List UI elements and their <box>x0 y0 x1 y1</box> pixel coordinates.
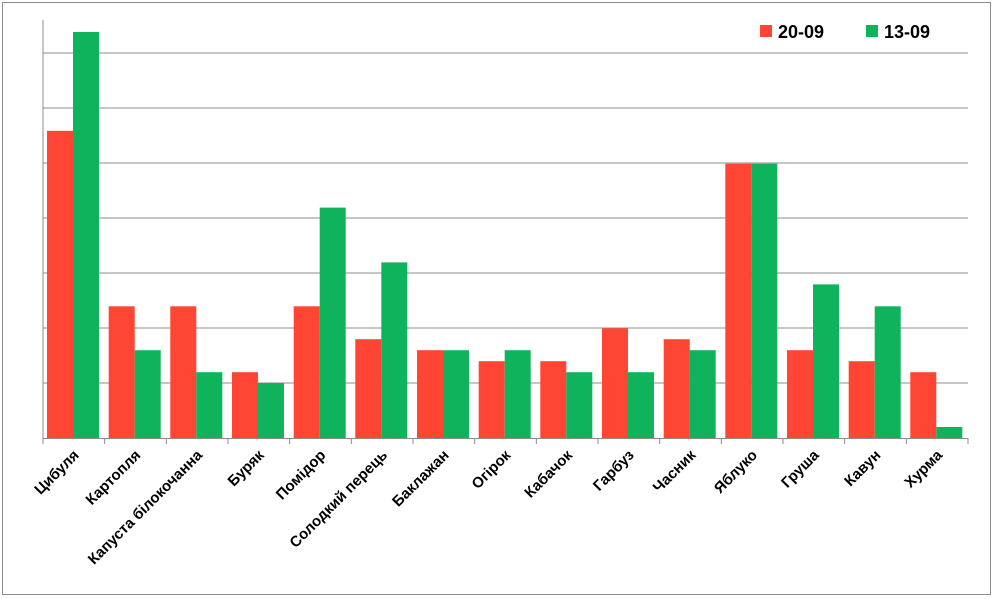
bar-20-09-6 <box>417 350 443 438</box>
x-tick-label: Огірок <box>468 446 514 492</box>
bar-20-09-12 <box>787 350 813 438</box>
x-tick-label: Яблуко <box>711 447 761 497</box>
x-tick-label: Картопля <box>83 447 145 509</box>
bar-13-09-7 <box>504 350 531 438</box>
x-tick-label: Кавун <box>841 447 884 490</box>
x-tick-label: Груша <box>778 446 823 491</box>
bar-13-09-14 <box>936 427 963 438</box>
legend-label: 20-09 <box>778 22 824 42</box>
bar-13-09-2 <box>196 372 223 438</box>
x-tick-label: Цибуля <box>31 447 82 498</box>
legend-label: 13-09 <box>884 22 930 42</box>
bar-13-09-8 <box>566 372 593 438</box>
bar-20-09-4 <box>293 306 320 438</box>
x-tick-label: Баклажан <box>389 447 453 511</box>
bar-20-09-10 <box>663 339 690 438</box>
bar-13-09-5 <box>381 262 408 438</box>
bar-13-09-9 <box>628 372 654 438</box>
bar-13-09-6 <box>443 350 469 438</box>
bar-13-09-10 <box>689 350 716 438</box>
bar-13-09-1 <box>134 350 161 438</box>
x-tick-label: Помідор <box>273 447 329 503</box>
x-tick-label: Кабачок <box>521 446 576 501</box>
bar-13-09-4 <box>319 207 346 438</box>
bar-13-09-12 <box>813 284 839 438</box>
x-tick-label: Буряк <box>225 446 268 489</box>
bar-20-09-8 <box>540 361 567 438</box>
x-tick-label: Хурма <box>901 446 946 491</box>
bar-20-09-2 <box>170 306 197 438</box>
bar-13-09-11 <box>751 163 778 438</box>
bar-20-09-0 <box>47 130 73 439</box>
legend-swatch <box>866 25 878 37</box>
x-tick-label: Гарбуз <box>590 447 638 495</box>
bar-20-09-1 <box>108 306 135 438</box>
bar-20-09-11 <box>725 163 752 438</box>
bar-13-09-13 <box>874 306 901 438</box>
bar-20-09-13 <box>848 361 875 438</box>
bar-20-09-5 <box>355 339 382 438</box>
legend: 20-09 13-09 <box>760 22 930 42</box>
legend-swatch <box>760 25 772 37</box>
x-tick-label: Капуста білокочанна <box>85 446 207 568</box>
bars <box>47 32 963 439</box>
bar-13-09-3 <box>258 383 284 438</box>
bar-20-09-3 <box>232 372 258 438</box>
bar-20-09-9 <box>602 328 628 438</box>
bar-20-09-14 <box>910 372 937 438</box>
bar-20-09-7 <box>478 361 505 438</box>
x-tick-label: Часник <box>650 446 700 496</box>
bar-13-09-0 <box>73 32 99 438</box>
